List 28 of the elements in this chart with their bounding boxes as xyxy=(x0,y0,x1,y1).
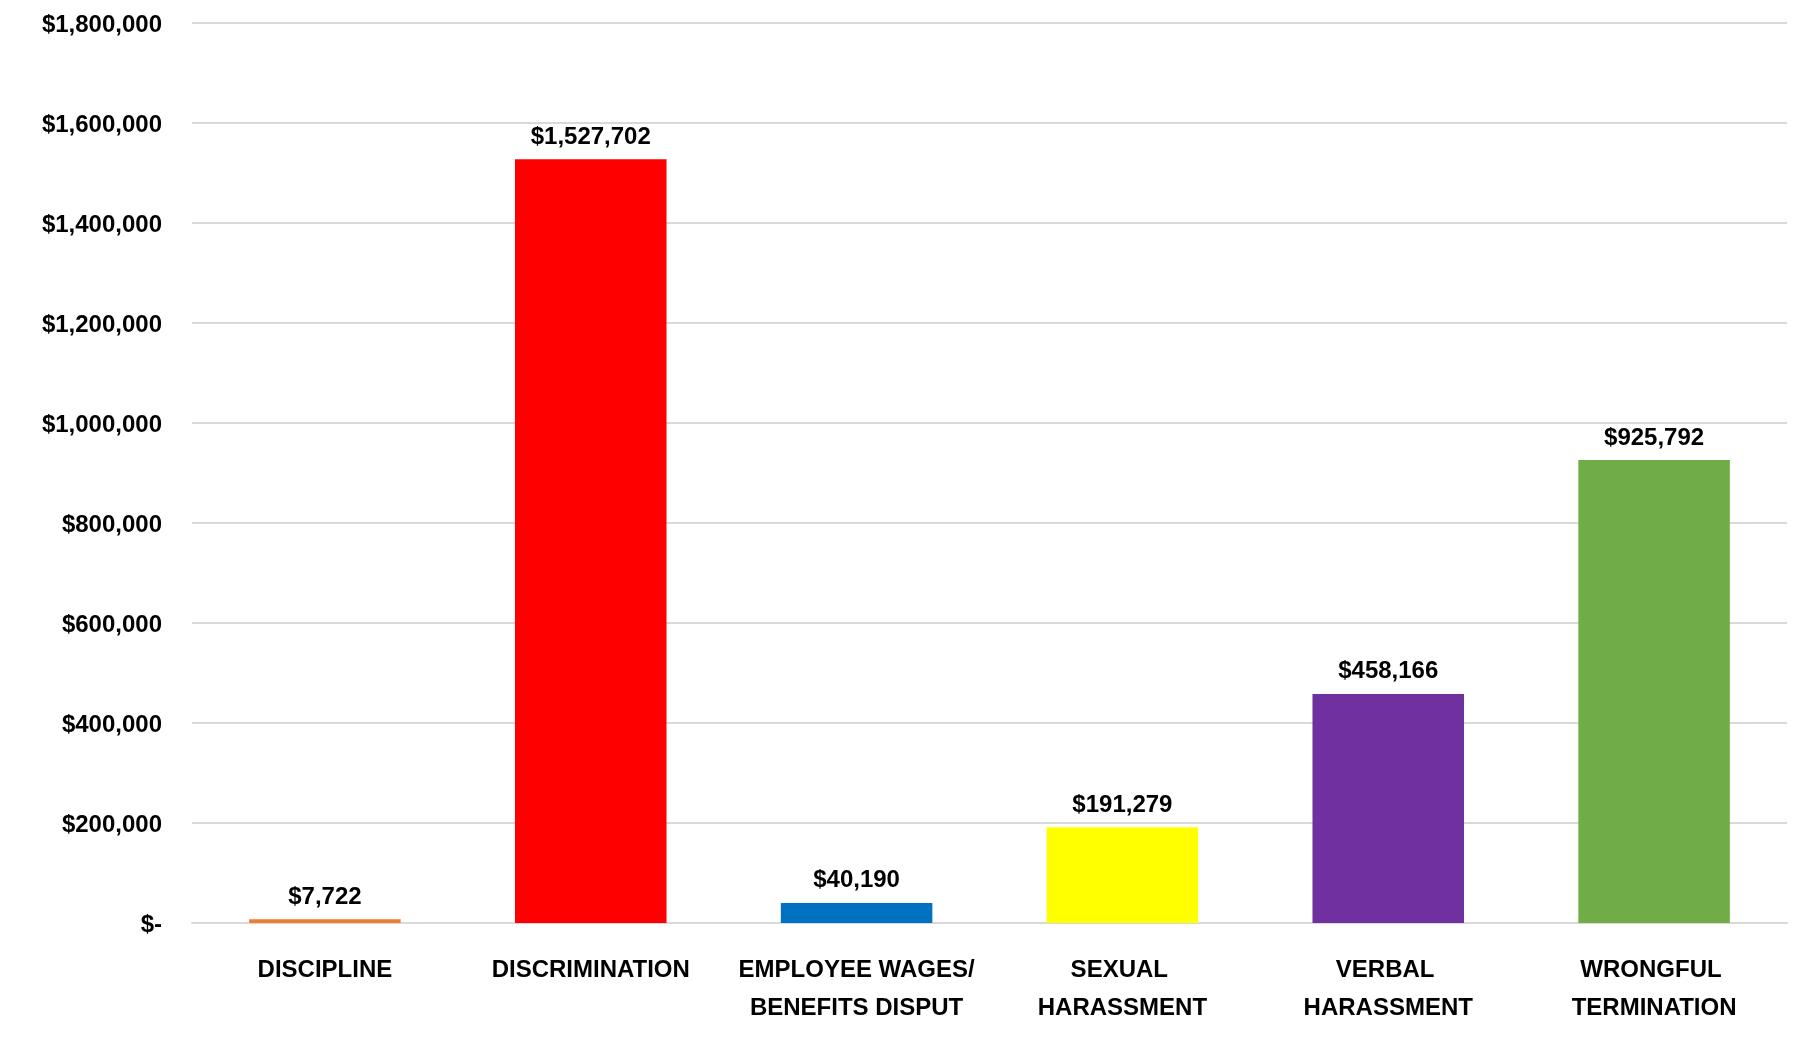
y-tick-label: $1,800,000 xyxy=(41,9,162,37)
y-tick-label: $1,200,000 xyxy=(41,309,162,337)
x-tick-label: DISCRIMINATION xyxy=(491,954,690,982)
data-label: $7,722 xyxy=(288,881,362,909)
y-tick-label: $400,000 xyxy=(61,709,162,737)
bar xyxy=(780,902,933,923)
x-tick-label: WRONGFUL TERMINATION xyxy=(1571,954,1737,1020)
data-label: $191,279 xyxy=(1072,789,1173,817)
data-label: $925,792 xyxy=(1604,422,1705,450)
data-label: $1,527,702 xyxy=(530,121,651,149)
x-tick-label: SEXUAL HARASSMENT xyxy=(1037,954,1208,1020)
data-label: $40,190 xyxy=(813,865,900,893)
y-tick-label: $600,000 xyxy=(61,609,162,637)
y-tick-label: $200,000 xyxy=(61,809,162,837)
data-label: $458,166 xyxy=(1338,656,1439,684)
y-tick-label: $800,000 xyxy=(61,509,162,537)
y-tick-label: $1,600,000 xyxy=(41,109,162,137)
y-tick-label: $- xyxy=(140,909,162,937)
x-tick-label: DISCIPLINE xyxy=(257,954,393,982)
y-tick-label: $1,000,000 xyxy=(41,409,162,437)
x-tick-label: VERBAL HARASSMENT xyxy=(1303,954,1474,1020)
bar xyxy=(1046,827,1199,923)
bar xyxy=(1578,460,1730,923)
y-tick-label: $1,400,000 xyxy=(41,209,162,237)
bar xyxy=(1312,693,1465,923)
bar xyxy=(249,919,401,923)
x-tick-label: EMPLOYEE WAGES/BENEFITS DISPUT xyxy=(738,954,975,1020)
bar xyxy=(514,159,667,923)
